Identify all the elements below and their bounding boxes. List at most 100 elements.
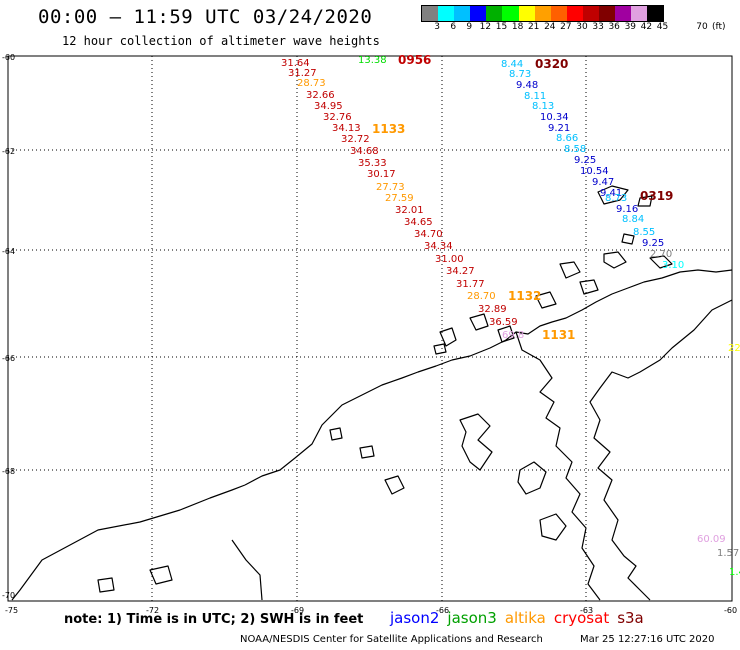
wave-height-label: 34.27 <box>446 266 475 277</box>
legend-swatch <box>615 6 632 21</box>
wave-height-label: 34.68 <box>350 146 379 157</box>
wave-height-label: 31.64 <box>281 58 310 69</box>
wave-height-label: 8.11 <box>524 91 546 102</box>
legend-tick-label: 30 <box>576 22 588 32</box>
wave-height-label: 9.48 <box>516 80 538 91</box>
wave-height-label: 13.38 <box>358 55 387 66</box>
lon-tick-label: -75 <box>5 606 18 615</box>
wave-height-label: 27.73 <box>376 182 405 193</box>
wave-height-label: 27.59 <box>385 193 414 204</box>
islands-north <box>559 185 673 279</box>
pass-time-label: 0956 <box>398 53 431 67</box>
wave-height-label: 9.41 <box>600 188 622 199</box>
legend-tick-label: 18 <box>511 22 524 32</box>
legend-tick-label: 9 <box>466 22 473 32</box>
pass-time-label: 1133 <box>372 122 405 136</box>
wave-height-label: 31.77 <box>456 279 485 290</box>
wave-height-color-legend <box>421 5 665 22</box>
legend-tick-label: 45 <box>656 22 669 32</box>
footer-note: note: 1) Time is in UTC; 2) SWH is in fe… <box>64 612 364 627</box>
satellite-name: s3a <box>617 609 644 627</box>
wave-height-label: 22 <box>728 343 740 354</box>
footer-credit: NOAA/NESDIS Center for Satellite Applica… <box>240 634 543 645</box>
wave-height-label: 34.13 <box>332 123 361 134</box>
wave-height-label: 9.21 <box>548 123 570 134</box>
legend-swatch <box>470 6 487 21</box>
wave-height-label: 10.54 <box>580 166 609 177</box>
coastline <box>11 185 733 601</box>
satellite-name: jason3 <box>447 609 497 627</box>
wave-height-label: 36.59 <box>489 317 518 328</box>
legend-tick-label: 21 <box>527 22 540 32</box>
satellite-name: jason2 <box>390 609 440 627</box>
page-title: 00:00 – 11:59 UTC 03/24/2020 <box>38 6 373 28</box>
legend-swatch <box>631 6 648 21</box>
lon-tick-label: -66 <box>436 606 449 615</box>
legend-swatch <box>502 6 519 21</box>
coast-east-segment <box>515 331 601 601</box>
lat-tick-label: -62 <box>2 147 15 156</box>
edge-value-labels: 22 60.09 1.57 1.4 <box>697 343 740 578</box>
wave-height-label: 1.57 <box>717 548 739 559</box>
wave-height-label: 32.66 <box>306 90 335 101</box>
legend-tick-label: 33 <box>592 22 604 32</box>
legend-tick-label: 15 <box>495 22 508 32</box>
lon-tick-label: -72 <box>146 606 159 615</box>
legend-tick-label: 6 <box>450 22 457 32</box>
weddell-coast <box>589 299 733 601</box>
wave-height-label: 9.47 <box>592 177 614 188</box>
wave-height-label: 34.95 <box>314 101 343 112</box>
legend-swatch <box>534 6 551 21</box>
wave-height-label: 9.25 <box>642 238 664 249</box>
pass-time-label: 0320 <box>535 57 568 71</box>
peninsula-inner-coast <box>11 484 263 601</box>
lon-tick-label: -63 <box>580 606 593 615</box>
legend-tick-label: 24 <box>544 22 556 32</box>
wave-height-label: 30.17 <box>367 169 396 180</box>
islands-west <box>97 427 405 593</box>
wave-height-label: 28.70 <box>467 291 496 302</box>
wave-height-label: 34.34 <box>424 241 453 252</box>
lon-tick-label: -69 <box>291 606 304 615</box>
legend-tick-label: 70 <box>696 22 708 32</box>
wave-height-label: 8.44 <box>501 59 523 70</box>
lat-tick-label: -60 <box>2 53 15 62</box>
map-frame <box>7 55 733 602</box>
wave-height-label: 8.66 <box>556 133 578 144</box>
lat-tick-label: -68 <box>2 467 15 476</box>
legend-swatch <box>566 6 583 21</box>
wave-height-label: 8.13 <box>532 101 554 112</box>
wave-height-label: 8.58 <box>564 144 586 155</box>
legend-tick-label: 3 <box>434 22 440 32</box>
wave-height-label: 35.33 <box>358 158 387 169</box>
legend-swatch <box>518 6 535 21</box>
lat-tick-label: -64 <box>2 247 15 256</box>
peninsula-main-coast <box>244 269 733 486</box>
wave-height-label: 31.00 <box>435 254 464 265</box>
page-subtitle: 12 hour collection of altimeter wave hei… <box>62 34 380 48</box>
legend-swatch <box>486 6 503 21</box>
fjords-detail <box>459 413 567 541</box>
lon-tick-label: -60 <box>724 606 737 615</box>
footer-timestamp: Mar 25 12:27:16 UTC 2020 <box>580 634 715 645</box>
pass-time-label: 0319 <box>640 189 673 203</box>
legend-tick-label: 42 <box>640 22 653 32</box>
legend-unit-label: (ft) <box>712 22 726 32</box>
wave-height-label: 9.25 <box>574 155 596 166</box>
satellite-legend: jason2 jason3 altika cryosat s3a <box>390 609 652 627</box>
wave-height-label: 31.27 <box>288 68 317 79</box>
wave-height-label: 2.70 <box>650 249 672 260</box>
wave-height-label: 34.65 <box>404 217 433 228</box>
wave-height-label: 9.16 <box>616 204 638 215</box>
pass-time-label: 1132 <box>508 289 541 303</box>
wave-height-label: 3.10 <box>662 260 684 271</box>
islands-mid <box>433 279 599 355</box>
legend-tick-label: 36 <box>608 22 620 32</box>
legend-tick-label: 27 <box>560 22 572 32</box>
axis-labels: -60 -62 -64 -66 -68 -70 -75 -72 -69 -66 -63 -60 <box>2 53 737 615</box>
track-west-labels: 31.6431.2728.7332.6634.9532.7634.1332.72… <box>281 53 575 342</box>
satellite-name: cryosat <box>553 609 610 627</box>
legend-swatch <box>422 6 439 21</box>
